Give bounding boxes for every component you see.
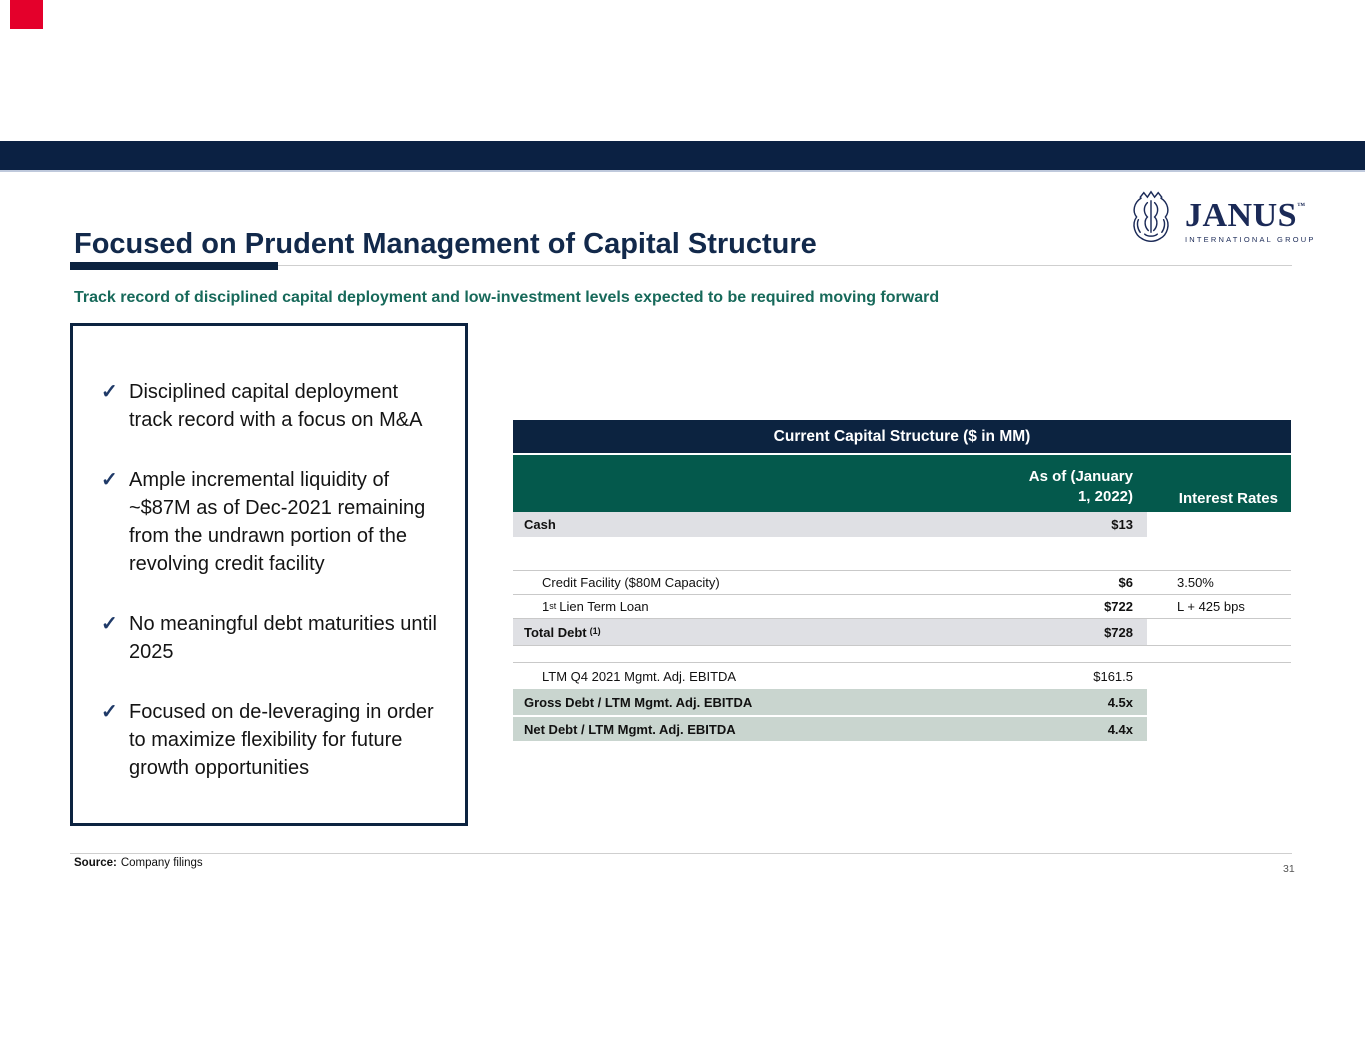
row-label: Net Debt / LTM Mgmt. Adj. EBITDA: [524, 721, 736, 737]
row-value: 4.4x: [1107, 721, 1133, 737]
row-value: $13: [1111, 517, 1133, 532]
row-value: $728: [1104, 624, 1133, 640]
table-row-net-leverage: Net Debt / LTM Mgmt. Adj. EBITDA 4.4x: [513, 717, 1291, 741]
label-text: Lien Term Loan: [559, 599, 649, 614]
source-label: Source:: [74, 857, 117, 869]
source-note: Source: Company filings: [74, 857, 203, 869]
janus-two-faces-emblem-icon: [1133, 190, 1169, 243]
source-text: Company filings: [120, 857, 203, 869]
logo-name-text: JANUS: [1185, 197, 1298, 234]
table-row-credit-facility: Credit Facility ($80M Capacity) $6 3.50%: [513, 570, 1291, 595]
row-shade: [513, 619, 1147, 645]
list-item: ✓ Disciplined capital deployment track r…: [89, 378, 455, 434]
logo-tagline: INTERNATIONAL GROUP: [1185, 235, 1316, 244]
red-accent-flag: [10, 0, 43, 29]
row-label: Credit Facility ($80M Capacity): [542, 575, 720, 590]
list-item: ✓ No meaningful debt maturities until 20…: [89, 610, 455, 666]
row-value: $161.5: [1093, 668, 1133, 684]
bullet-text: Disciplined capital deployment track rec…: [129, 381, 423, 431]
list-item: ✓ Ample incremental liquidity of ~$87M a…: [89, 466, 455, 578]
table-spacer: [513, 646, 1291, 662]
row-label: LTM Q4 2021 Mgmt. Adj. EBITDA: [542, 668, 737, 684]
logo-text: JANUS™ INTERNATIONAL GROUP: [1185, 190, 1316, 245]
slide-subtitle: Track record of disciplined capital depl…: [74, 289, 940, 306]
label-text: Total Debt: [524, 624, 587, 640]
bullet-text: Ample incremental liquidity of ~$87M as …: [129, 469, 426, 575]
row-shade: [513, 717, 1147, 741]
row-value: $6: [1118, 575, 1133, 590]
table-spacer: [513, 537, 1291, 570]
check-icon: ✓: [101, 613, 118, 635]
as-of-line1: As of (January: [1028, 468, 1133, 485]
row-label: Gross Debt / LTM Mgmt. Adj. EBITDA: [524, 694, 753, 710]
check-icon: ✓: [101, 469, 118, 491]
table-header-band: As of (January 1, 2022) Interest Rates: [513, 455, 1291, 512]
janus-logo: JANUS™ INTERNATIONAL GROUP: [1124, 187, 1313, 247]
key-points-box: ✓ Disciplined capital deployment track r…: [70, 323, 468, 826]
capital-structure-table: Current Capital Structure ($ in MM) As o…: [513, 420, 1291, 741]
navy-top-band: [0, 141, 1365, 172]
row-value: $722: [1104, 599, 1133, 614]
page-title: Focused on Prudent Management of Capital…: [74, 228, 817, 260]
trademark-symbol: ™: [1297, 201, 1306, 210]
bullet-text: Focused on de-leveraging in order to max…: [129, 701, 434, 779]
title-divider-rule: [70, 265, 1292, 266]
row-value: 4.5x: [1107, 694, 1133, 710]
table-row-cash: Cash $13: [513, 512, 1291, 537]
row-label: Cash: [524, 517, 556, 532]
label-number: 1: [542, 599, 550, 614]
check-icon: ✓: [101, 381, 118, 403]
page-number: 31: [1283, 863, 1295, 875]
column-header-as-of: As of (January 1, 2022): [1029, 467, 1133, 507]
footer-divider-rule: [70, 853, 1292, 854]
row-label: Total Debt (1): [524, 624, 601, 640]
as-of-line2: 1, 2022): [1077, 488, 1133, 505]
title-accent-underline: [70, 262, 278, 270]
list-item: ✓ Focused on de-leveraging in order to m…: [89, 698, 455, 782]
row-shade: [513, 512, 1147, 537]
table-title-bar: Current Capital Structure ($ in MM): [513, 420, 1291, 453]
table-row-ltm-ebitda: LTM Q4 2021 Mgmt. Adj. EBITDA $161.5: [513, 662, 1291, 689]
row-interest-rate: L + 425 bps: [1177, 599, 1245, 614]
bullet-text: No meaningful debt maturities until 2025: [129, 613, 437, 663]
logo-wordmark: JANUS™: [1185, 190, 1316, 234]
table-row-total-debt: Total Debt (1) $728: [513, 619, 1291, 646]
check-icon: ✓: [101, 701, 118, 723]
row-shade: [513, 689, 1147, 715]
column-header-interest-rates: Interest Rates: [1178, 490, 1278, 507]
table-row-gross-leverage: Gross Debt / LTM Mgmt. Adj. EBITDA 4.5x: [513, 689, 1291, 715]
row-interest-rate: 3.50%: [1177, 575, 1214, 590]
